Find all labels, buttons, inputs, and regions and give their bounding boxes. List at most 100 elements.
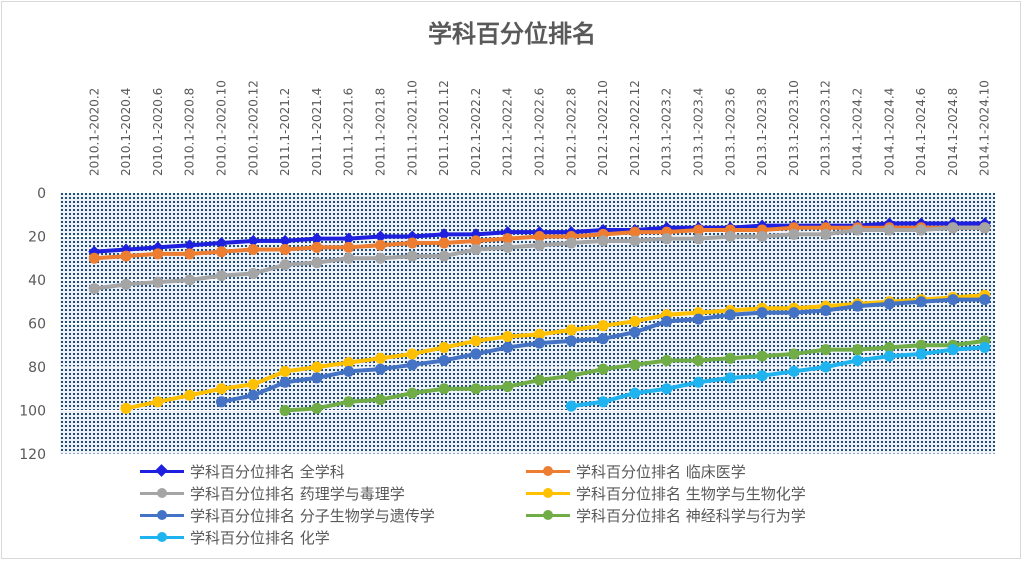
- data-point: [215, 396, 227, 408]
- data-point: [534, 337, 545, 349]
- data-point: [215, 270, 227, 282]
- x-tick-label: 2011.1-2021.12: [437, 80, 451, 176]
- data-point: [438, 354, 450, 366]
- data-point: [470, 335, 482, 347]
- data-point: [311, 257, 323, 269]
- data-point: [470, 235, 482, 247]
- data-point: [947, 222, 959, 234]
- data-point: [661, 383, 673, 395]
- legend-circle-marker: [140, 530, 184, 544]
- y-tick-label: 80: [28, 360, 46, 376]
- data-point: [184, 389, 196, 401]
- data-point: [247, 244, 259, 256]
- data-point: [342, 232, 355, 245]
- data-point: [374, 363, 386, 375]
- data-point: [247, 389, 259, 401]
- data-point: [184, 274, 196, 286]
- data-point: [693, 376, 705, 388]
- series-6: [565, 341, 991, 412]
- data-point: [534, 374, 545, 386]
- x-tick-label: 2011.1-2021.2: [278, 88, 292, 176]
- data-point: [311, 241, 323, 253]
- data-point: [724, 231, 736, 242]
- data-point: [756, 350, 768, 362]
- data-point: [979, 294, 991, 306]
- data-point: [629, 326, 641, 338]
- data-point: [820, 361, 832, 373]
- legend-label: 学科百分位排名 分子生物学与遗传学: [190, 506, 435, 525]
- data-point: [470, 244, 482, 256]
- data-point: [534, 328, 545, 340]
- data-point: [979, 222, 991, 234]
- x-tick-label: 2012.1-2022.6: [533, 88, 547, 176]
- data-point: [915, 339, 927, 351]
- x-tick-label: 2010.1-2020.6: [151, 88, 165, 176]
- legend-item: 学科百分位排名 药理学与毒理学: [140, 483, 405, 503]
- x-tick-label: 2011.1-2021.10: [405, 80, 419, 176]
- x-tick-label: 2013.1-2023.12: [819, 80, 833, 176]
- legend-item: 学科百分位排名 全学科: [140, 461, 345, 481]
- x-tick-label: 2011.1-2021.6: [342, 88, 356, 176]
- data-point: [852, 224, 864, 236]
- data-point: [597, 363, 609, 375]
- data-point: [502, 381, 514, 393]
- data-point: [565, 370, 577, 382]
- data-point: [120, 278, 132, 290]
- data-point: [438, 228, 451, 241]
- x-tick-label: 2010.1-2020.10: [214, 80, 228, 176]
- chart-title: 学科百分位排名: [428, 20, 596, 48]
- data-point: [215, 383, 227, 395]
- data-point: [724, 309, 736, 321]
- data-point: [152, 276, 164, 288]
- data-point: [374, 239, 386, 251]
- data-point: [661, 233, 673, 245]
- y-tick-label: 60: [28, 317, 46, 333]
- legend-circle-marker: [526, 508, 570, 522]
- data-point: [470, 348, 482, 360]
- x-tick-label: 2014.1-2024.8: [946, 88, 960, 176]
- data-point: [438, 383, 450, 395]
- x-tick-label: 2012.1-2022.10: [596, 80, 610, 176]
- data-point: [152, 248, 164, 260]
- x-tick-label: 2014.1-2024.6: [914, 88, 928, 176]
- x-tick-label: 2013.1-2023.4: [692, 88, 706, 176]
- data-point: [788, 228, 800, 240]
- data-point: [438, 341, 450, 353]
- x-tick-label: 2011.1-2021.4: [310, 88, 324, 176]
- data-point: [374, 230, 387, 243]
- data-point: [279, 376, 291, 388]
- x-tick-label: 2014.1-2024.2: [851, 88, 865, 176]
- data-point: [311, 402, 323, 414]
- series-2: [88, 222, 991, 295]
- data-point: [247, 267, 259, 279]
- data-point: [756, 231, 768, 242]
- data-point: [438, 250, 450, 262]
- data-point: [311, 372, 323, 384]
- data-point: [88, 283, 100, 295]
- data-point: [534, 231, 545, 242]
- data-point: [215, 237, 228, 250]
- data-point: [565, 335, 577, 347]
- data-point: [629, 315, 641, 327]
- y-tick-label: 120: [19, 447, 46, 463]
- legend-circle-marker: [140, 486, 184, 500]
- data-point: [374, 352, 386, 364]
- x-tick-label: 2010.1-2020.12: [246, 80, 260, 176]
- data-point: [915, 224, 927, 236]
- data-point: [502, 241, 514, 253]
- y-axis: 0 20 40 60 80 100 120: [19, 186, 46, 463]
- legend-circle-marker: [526, 486, 570, 500]
- legend-item: 学科百分位排名 神经科学与行为学: [526, 505, 806, 525]
- x-tick-label: 2010.1-2020.2: [87, 88, 101, 176]
- x-tick-label: 2013.1-2023.10: [787, 80, 801, 176]
- data-point: [247, 234, 260, 247]
- data-point: [597, 333, 609, 345]
- data-point: [629, 359, 641, 371]
- data-point: [629, 235, 641, 247]
- data-point: [88, 252, 100, 264]
- legend-label: 学科百分位排名 药理学与毒理学: [190, 484, 405, 503]
- legend-item: 学科百分位排名 分子生物学与遗传学: [140, 505, 435, 525]
- data-point: [724, 372, 736, 384]
